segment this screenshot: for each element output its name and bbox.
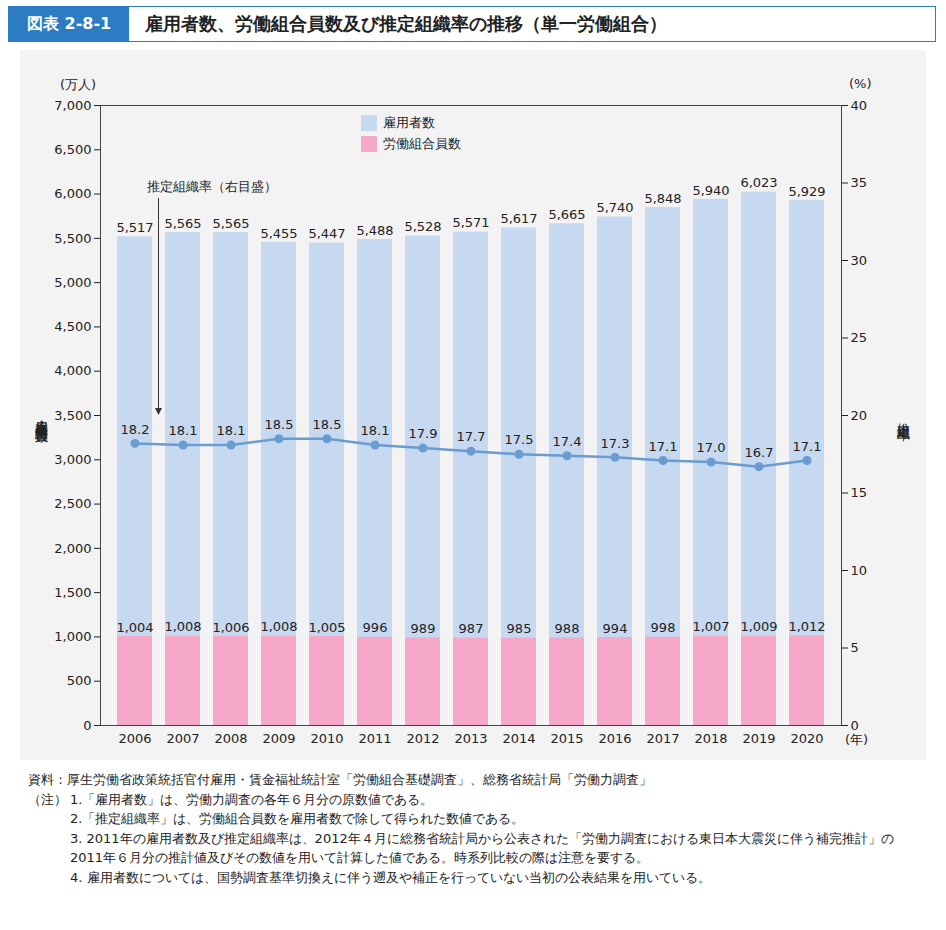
svg-text:18.2: 18.2: [121, 422, 150, 437]
svg-text:3,500: 3,500: [54, 408, 91, 423]
svg-text:5,447: 5,447: [308, 226, 345, 241]
html-text:図表 2-8-1: 図表 2-8-1: [27, 13, 112, 33]
svg-text:25: 25: [851, 330, 868, 345]
svg-text:18.5: 18.5: [313, 417, 342, 432]
svg-text:987: 987: [459, 621, 484, 636]
svg-text:18.1: 18.1: [217, 423, 246, 438]
svg-text:5,848: 5,848: [644, 191, 681, 206]
svg-text:20: 20: [851, 408, 868, 423]
svg-text:2020: 2020: [790, 731, 823, 746]
svg-text:5: 5: [851, 640, 859, 655]
svg-text:3,000: 3,000: [54, 452, 91, 467]
svg-text:5,000: 5,000: [54, 275, 91, 290]
svg-text:2019: 2019: [742, 731, 775, 746]
svg-text:1,009: 1,009: [740, 619, 777, 634]
svg-text:18.5: 18.5: [265, 417, 294, 432]
svg-text:2014: 2014: [502, 731, 535, 746]
svg-text:2011: 2011: [358, 731, 391, 746]
svg-text:17.5: 17.5: [505, 432, 534, 447]
svg-text:2009: 2009: [262, 731, 295, 746]
html-text:2.「推定組織率」は、労働組合員数を雇用者数で除して得られた: 2.「推定組織率」は、労働組合員数を雇用者数で除して得られた数値である。: [70, 811, 525, 826]
html-text:雇用者数: 雇用者数: [382, 115, 435, 130]
svg-text:18.1: 18.1: [169, 423, 198, 438]
svg-text:16.7: 16.7: [745, 445, 774, 460]
svg-text:17.4: 17.4: [553, 434, 582, 449]
svg-text:5,455: 5,455: [260, 226, 297, 241]
svg-text:5,740: 5,740: [596, 200, 633, 215]
svg-text:5,517: 5,517: [116, 220, 153, 235]
svg-text:1,012: 1,012: [788, 619, 825, 634]
svg-text:17.3: 17.3: [601, 436, 630, 451]
svg-text:5,665: 5,665: [548, 207, 585, 222]
svg-text:5,488: 5,488: [356, 223, 393, 238]
svg-text:17.9: 17.9: [409, 426, 438, 441]
svg-text:1,008: 1,008: [164, 619, 201, 634]
svg-text:5,940: 5,940: [692, 183, 729, 198]
svg-text:1,006: 1,006: [212, 620, 249, 635]
svg-text:500: 500: [67, 673, 92, 688]
html-text:資料：厚生労働省政策統括官付雇用・賃金福祉統計室「労働組合基: 資料：厚生労働省政策統括官付雇用・賃金福祉統計室「労働組合基礎調査」、総務省統計…: [28, 772, 652, 787]
svg-text:4,500: 4,500: [54, 319, 91, 334]
svg-text:2012: 2012: [406, 731, 439, 746]
svg-text:10: 10: [851, 563, 868, 578]
svg-text:1,004: 1,004: [116, 620, 153, 635]
html-text:労働組合員数: 労働組合員数: [382, 136, 461, 151]
svg-text:2,000: 2,000: [54, 541, 91, 556]
svg-text:5,617: 5,617: [500, 211, 537, 226]
svg-text:996: 996: [363, 620, 388, 635]
svg-text:994: 994: [603, 621, 628, 636]
html-text:4. 雇用者数については、国勢調査基準切換えに伴う遡及や補正: 4. 雇用者数については、国勢調査基準切換えに伴う遡及や補正を行っていない当初の…: [70, 869, 711, 885]
svg-text:1,005: 1,005: [308, 620, 345, 635]
svg-text:17.7: 17.7: [457, 429, 486, 444]
svg-text:6,000: 6,000: [54, 186, 91, 201]
svg-text:2018: 2018: [694, 731, 727, 746]
html-text:推定組織率（右目盛）: 推定組織率（右目盛）: [146, 179, 277, 194]
svg-text:0: 0: [83, 718, 91, 733]
svg-text:985: 985: [507, 621, 532, 636]
html-text:3. 2011年の雇用者数及び推定組織率は、2012年４月に: 3. 2011年の雇用者数及び推定組織率は、2012年４月に総務省統計局から公表…: [70, 830, 894, 865]
svg-text:40: 40: [851, 98, 868, 113]
svg-text:2015: 2015: [550, 731, 583, 746]
html-text:推定組織率: 推定組織率: [896, 412, 911, 418]
svg-text:15: 15: [851, 485, 868, 500]
svg-text:5,500: 5,500: [54, 231, 91, 246]
svg-text:1,008: 1,008: [260, 619, 297, 634]
svg-text:30: 30: [851, 253, 868, 268]
svg-text:6,500: 6,500: [54, 142, 91, 157]
svg-text:0: 0: [851, 718, 859, 733]
svg-text:2013: 2013: [454, 731, 487, 746]
html-text:雇用者数、労働組合員数及び推定組織率の推移（単一労働組合）: 雇用者数、労働組合員数及び推定組織率の推移（単一労働組合）: [145, 13, 668, 34]
svg-text:2008: 2008: [214, 731, 247, 746]
svg-text:17.1: 17.1: [793, 439, 822, 454]
svg-text:1,000: 1,000: [54, 629, 91, 644]
svg-text:2016: 2016: [598, 731, 631, 746]
svg-text:5,565: 5,565: [164, 216, 201, 231]
svg-text:18.1: 18.1: [361, 423, 390, 438]
html-text:(年): (年): [845, 732, 869, 747]
svg-text:17.1: 17.1: [649, 439, 678, 454]
svg-text:7,000: 7,000: [54, 98, 91, 113]
svg-text:2007: 2007: [166, 731, 199, 746]
svg-text:35: 35: [851, 175, 868, 190]
svg-text:989: 989: [411, 621, 436, 636]
svg-text:17.0: 17.0: [697, 440, 726, 455]
html-text:雇用者数・労働組合員数: 雇用者数・労働組合員数: [34, 409, 49, 421]
html-text:(万人): (万人): [60, 77, 97, 92]
svg-text:998: 998: [651, 620, 676, 635]
svg-text:1,007: 1,007: [692, 619, 729, 634]
svg-text:2,500: 2,500: [54, 496, 91, 511]
svg-text:5,929: 5,929: [788, 184, 825, 199]
svg-text:2017: 2017: [646, 731, 679, 746]
svg-text:4,000: 4,000: [54, 363, 91, 378]
svg-text:988: 988: [555, 621, 580, 636]
svg-text:5,565: 5,565: [212, 216, 249, 231]
svg-text:5,528: 5,528: [404, 219, 441, 234]
svg-text:2010: 2010: [310, 731, 343, 746]
html-text:（注） 1.「雇用者数」は、労働力調査の各年６月分の原数値で: （注） 1.「雇用者数」は、労働力調査の各年６月分の原数値である。: [28, 791, 434, 807]
svg-text:5,571: 5,571: [452, 215, 489, 230]
svg-text:1,500: 1,500: [54, 585, 91, 600]
svg-text:6,023: 6,023: [740, 175, 777, 190]
svg-text:2006: 2006: [118, 731, 151, 746]
